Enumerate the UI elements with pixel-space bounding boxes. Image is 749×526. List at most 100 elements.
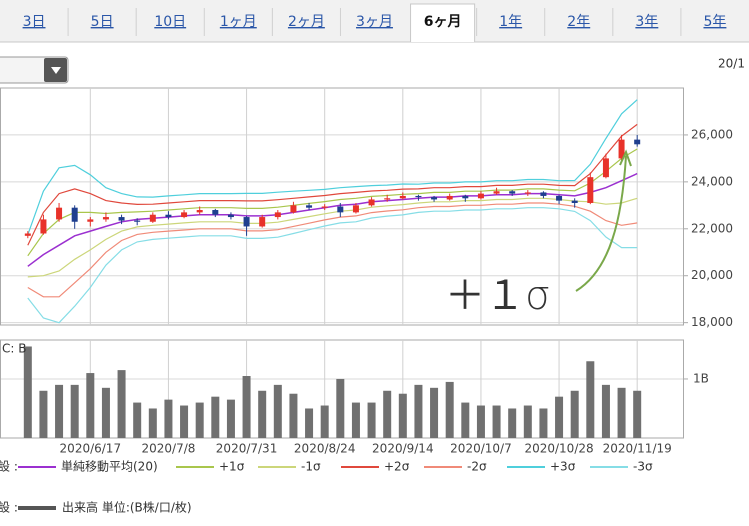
volume-bar bbox=[55, 384, 64, 438]
candle-body bbox=[102, 217, 109, 220]
candle-body bbox=[431, 197, 438, 200]
volume-bar bbox=[258, 390, 267, 438]
tab[interactable]: 3ヶ月 bbox=[356, 14, 393, 30]
y-tick-label: 26,000 bbox=[691, 127, 733, 141]
y-tick-label: 20,000 bbox=[691, 268, 733, 282]
volume-bar bbox=[601, 384, 610, 438]
candle-body bbox=[165, 214, 172, 218]
volume-bar bbox=[492, 405, 501, 438]
volume-bar bbox=[23, 346, 32, 438]
volume-bar bbox=[180, 405, 189, 438]
tab[interactable]: 5年 bbox=[703, 14, 726, 30]
tabs: 3日 5日 10日 1ヶ月 2ヶ月 3ヶ月 6ヶ月 1年 2年 3年 5年 bbox=[23, 3, 726, 42]
candle-body bbox=[571, 200, 578, 203]
volume-bar bbox=[101, 387, 110, 438]
volume-bar bbox=[148, 408, 157, 438]
tab[interactable]: 2年 bbox=[567, 14, 590, 30]
price-lines bbox=[27, 99, 638, 324]
volume-bar bbox=[86, 373, 95, 438]
candle-body bbox=[274, 212, 281, 218]
candle-body bbox=[259, 217, 266, 227]
tab-active-bg[interactable] bbox=[410, 3, 476, 42]
legend-label: -3σ bbox=[633, 460, 653, 474]
tab[interactable]: 3年 bbox=[635, 14, 658, 30]
tab[interactable]: 2ヶ月 bbox=[288, 14, 325, 30]
volume-bar bbox=[320, 405, 329, 438]
candle-body bbox=[540, 192, 547, 196]
band-line bbox=[27, 172, 638, 267]
candle-body bbox=[337, 206, 344, 213]
volume-bar bbox=[70, 384, 79, 438]
candle-body bbox=[243, 217, 250, 227]
candle-body bbox=[321, 206, 328, 208]
candle-body bbox=[446, 195, 453, 200]
volume-bar bbox=[211, 396, 220, 438]
tab[interactable]: 1年 bbox=[499, 14, 522, 30]
volume-bar bbox=[195, 402, 204, 438]
band-line bbox=[27, 197, 638, 278]
candle-body bbox=[384, 198, 391, 200]
band-line bbox=[27, 207, 638, 324]
volume-bar bbox=[461, 402, 470, 438]
legend-label: -2σ bbox=[467, 460, 487, 474]
candle-body bbox=[134, 220, 141, 222]
tab[interactable]: 3日 bbox=[23, 14, 46, 30]
candle-body bbox=[493, 191, 500, 194]
volume-bar bbox=[508, 408, 517, 438]
legend-label: +2σ bbox=[384, 460, 410, 474]
candle-body bbox=[118, 217, 125, 221]
y-tick-label: 1B bbox=[693, 371, 709, 385]
legend-label: +3σ bbox=[550, 460, 576, 474]
volume-bar bbox=[476, 405, 485, 438]
legend: 設 : 単純移動平均(20) +1σ -1σ +2σ -2σ +3σ -3σ 設 : 出来高 単位… bbox=[0, 459, 653, 515]
tab[interactable]: 5日 bbox=[91, 14, 114, 30]
legend-prefix: 設 : bbox=[0, 500, 18, 515]
tab[interactable]: 1ヶ月 bbox=[220, 14, 257, 30]
band-line bbox=[27, 99, 638, 235]
annotation: ＋１σ bbox=[445, 273, 550, 319]
candle-body bbox=[149, 214, 156, 222]
candles bbox=[24, 134, 641, 239]
x-tick-label: 2020/8/24 bbox=[294, 442, 356, 456]
volume-bar bbox=[383, 390, 392, 438]
volume-bar bbox=[242, 376, 251, 438]
candle-body bbox=[40, 219, 47, 234]
volume-bar bbox=[539, 408, 548, 438]
candle-body bbox=[306, 205, 313, 208]
candle-body bbox=[618, 139, 625, 159]
tab-bar bbox=[0, 0, 749, 42]
candle-body bbox=[415, 195, 422, 198]
volume-bar bbox=[633, 390, 642, 438]
volume-axis-label: C: B bbox=[2, 342, 26, 356]
tab[interactable]: 10日 bbox=[154, 14, 186, 30]
volume-bar bbox=[367, 402, 376, 438]
candle-body bbox=[509, 191, 516, 194]
volume-bar bbox=[586, 361, 595, 438]
volume-bar bbox=[398, 393, 407, 438]
x-tick-label: 2020/7/31 bbox=[216, 442, 278, 456]
volume-bar bbox=[226, 399, 235, 438]
volume-bar bbox=[570, 390, 579, 438]
candle-body bbox=[524, 192, 531, 194]
candle-body bbox=[181, 212, 188, 218]
volume-bar bbox=[617, 387, 626, 438]
candle-body bbox=[71, 207, 78, 222]
tab[interactable]: 6ヶ月 bbox=[424, 14, 462, 30]
volume-bar bbox=[414, 384, 423, 438]
band-line bbox=[27, 202, 638, 298]
band-line bbox=[27, 123, 638, 246]
dropdown[interactable] bbox=[0, 56, 69, 84]
candle-body bbox=[212, 210, 219, 215]
volume-bar bbox=[430, 387, 439, 438]
dropdown-arrow bbox=[51, 67, 61, 74]
annotation-arrow bbox=[575, 155, 627, 292]
x-tick-label: 2020/6/17 bbox=[60, 442, 122, 456]
x-tick-label: 2020/7/8 bbox=[141, 442, 195, 456]
band-line bbox=[27, 148, 638, 257]
grid bbox=[1, 88, 688, 438]
legend-label: +1σ bbox=[219, 460, 245, 474]
y-tick-label: 24,000 bbox=[691, 174, 733, 188]
candle-body bbox=[462, 195, 469, 199]
x-tick-label: 2020/9/14 bbox=[372, 442, 434, 456]
candle-body bbox=[368, 199, 375, 206]
